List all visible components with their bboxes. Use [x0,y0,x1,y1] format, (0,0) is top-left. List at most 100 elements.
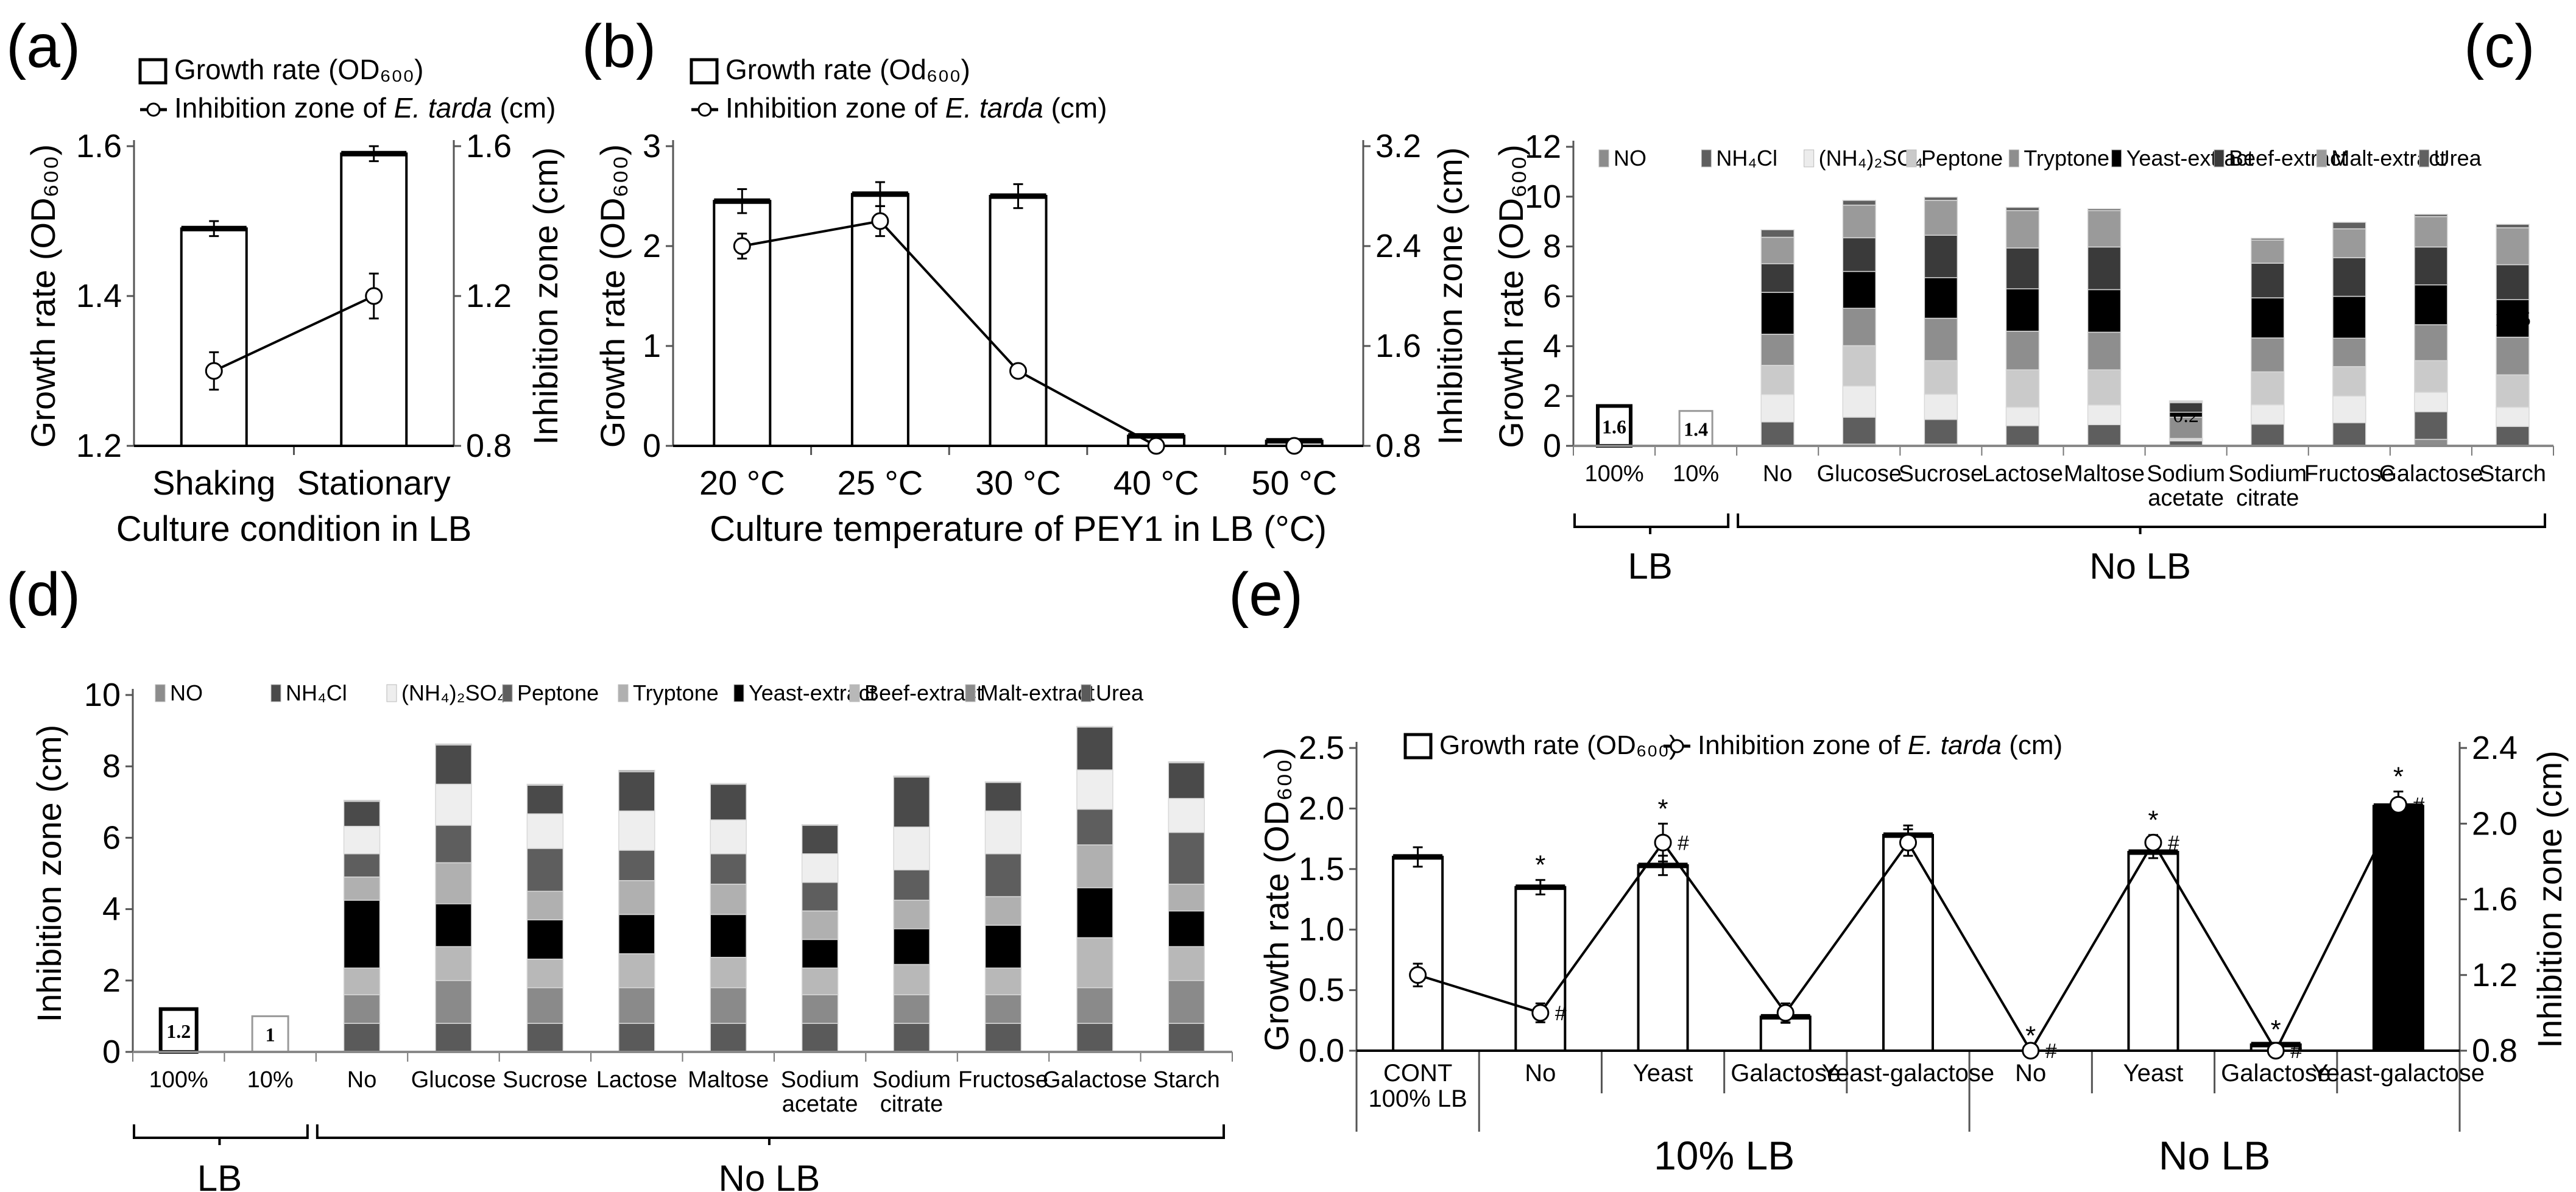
legend-label: Peptone [1921,146,2003,171]
stack-segment [2087,404,2122,425]
legend-label: Tryptone [633,680,719,705]
line-point [1654,833,1672,852]
stack-segment [526,785,564,814]
legend-label: Malt-extract [980,680,1095,705]
stack-segment [526,813,564,849]
legend-swatch [502,684,513,702]
inhibition-line [213,295,375,372]
category-label: 20 °C [699,464,785,502]
legend-bar-swatch [690,58,719,85]
y2-tick-label: 1.6 [1375,328,1421,364]
category-label: Sucrose [1899,461,1983,487]
stack-segment [1168,1023,1205,1053]
category-label: Fructose [2304,461,2394,487]
stack-segment [1842,237,1877,272]
category-label: Yeast-galactose [1822,1060,1994,1087]
y-axis-title: Growth rate (OD₆₀₀) [24,144,62,448]
y-tick-label: 1 [643,328,661,364]
stack-segment [2414,411,2448,440]
group-bracket [1737,513,2546,534]
legend-line-label-part: (cm) [2002,730,2063,760]
legend-label: (NH₄)₂SO₄ [1819,146,1923,171]
stack-segment [984,1023,1022,1053]
stack-segment [2087,424,2122,446]
legend: Growth rate (Od₆₀₀) Inhibition zone of E.… [690,54,1107,124]
legend-swatch [270,684,281,702]
stack-segment [618,914,655,954]
panel-a: (a) 1.2 1.4 1.6 Growth rate (OD₆₀₀) 0.8 1.2 1.6… [6,12,565,549]
stack-segment [1924,235,1958,278]
y-tick-label: 10 [84,677,121,713]
stack-segment [526,890,564,920]
reference-bar [158,1007,199,1054]
group-label: LB [1628,546,1672,587]
stack-segment [2332,395,2366,423]
stack-segment [2496,406,2530,427]
x-axis-title: Culture condition in LB [116,509,472,549]
category-label: Lactose [596,1067,677,1093]
stack-segment [801,939,839,969]
y2-tick-label: 1.6 [2472,881,2518,918]
stack-segment [1924,418,1958,445]
legend-label: Beef-extract [864,680,983,705]
legend-line-label-part: Inhibition zone of [1698,730,1908,760]
stack-segment [526,987,564,1024]
bar [1637,864,1689,1053]
stack-segment [710,783,747,785]
significance-star: * [2148,805,2158,835]
stack-segment [1760,333,1794,366]
legend-label: Urea [1096,680,1144,705]
stack-segment [710,956,747,989]
stack-segment [343,800,381,802]
stack-segment [1076,726,1113,771]
stack-segment [2005,331,2040,370]
segment-label: 1.2 [990,936,1017,959]
category-label: 100% [149,1067,208,1093]
stack-segment [984,781,1022,783]
bar [1514,886,1567,1052]
stack-segment [618,850,655,881]
legend-label: NH₄Cl [286,680,347,705]
category-label: Yeast-galactose [2312,1060,2485,1087]
stack-segment [2414,392,2448,412]
significance-hash: # [1555,1002,1567,1025]
segment-label: 1 [1181,919,1191,941]
panel-label: (c) [2464,12,2535,80]
category-label: Sodium [2228,461,2307,487]
category-label: Stationary [297,464,451,502]
stack-segment [893,994,930,1024]
reference-bar [1678,410,1713,447]
significance-star: * [2025,1021,2036,1051]
line-point [365,287,383,305]
stack-segment [343,876,381,901]
stack-segment [435,946,472,981]
legend-swatch [155,684,166,702]
y-tick-label: 6 [1543,278,1561,315]
stack-segment [2005,369,2040,408]
stack-segment [618,769,655,772]
stack-segment [343,1023,381,1053]
stack-segment [2414,246,2448,286]
legend-label: (NH₄)₂SO₄ [401,680,506,705]
stack-segment [710,853,747,885]
segment-label: 1.5 [1846,280,1872,302]
category-label: acetate [2148,485,2224,511]
x-axis-title: Culture temperature of PEY1 in LB (°C) [710,509,1327,549]
y2-tick-label: 0.8 [1375,428,1421,464]
legend-swatch [1701,149,1712,168]
segment-label: 1.6 [2254,308,2281,330]
category-label: acetate [782,1091,858,1117]
stack-segment [435,783,472,826]
panel-label: (a) [6,12,80,80]
stack-segment [710,987,747,1024]
stack-segment [2414,216,2448,248]
stack-segment [343,994,381,1024]
stack-segment [2414,360,2448,393]
bar [989,195,1048,447]
stack-segment [1076,987,1113,1024]
legend-swatch [849,684,860,702]
stack-segment [2414,214,2448,217]
stack-segment [1842,200,1877,206]
